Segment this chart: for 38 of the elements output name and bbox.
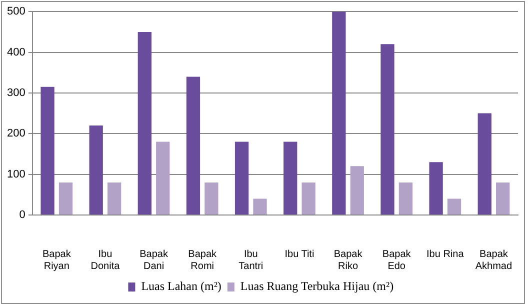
x-tick-label: Ibu Tantri <box>238 248 264 272</box>
bar <box>138 32 152 214</box>
legend-label: Luas Lahan (m²) <box>141 279 222 294</box>
bar <box>496 182 510 214</box>
bar <box>380 44 394 214</box>
bar <box>89 126 103 214</box>
bar <box>156 142 170 214</box>
bar <box>204 182 218 214</box>
bar <box>253 198 267 214</box>
legend-label: Luas Ruang Terbuka Hijau (m²) <box>240 279 394 294</box>
bar <box>40 86 54 214</box>
bar <box>186 76 200 214</box>
y-tick-label: 400 <box>6 46 26 58</box>
bar <box>107 182 122 214</box>
x-tick-label: Bapak Riyan <box>42 248 72 272</box>
bar <box>429 162 443 214</box>
bar <box>234 142 249 214</box>
x-tick-label: Bapak Romi <box>188 248 218 272</box>
x-tick-label: Bapak Akhmad <box>475 248 512 272</box>
y-tick-label: 500 <box>6 6 26 18</box>
y-tick-label: 300 <box>6 86 26 99</box>
bar <box>58 182 73 214</box>
bar <box>284 142 298 214</box>
y-tick-label: 100 <box>6 168 26 180</box>
bar <box>350 166 364 214</box>
y-tick-label: 0 <box>19 209 26 222</box>
bar <box>447 198 462 214</box>
bar <box>332 12 346 214</box>
bar <box>478 113 492 214</box>
x-tick-label: Ibu Rina <box>426 248 464 260</box>
x-tick-label: Bapak Dani <box>140 248 169 272</box>
x-tick-label: Ibu Donita <box>90 248 120 272</box>
bar <box>398 182 413 214</box>
x-tick-label: Bapak Riko <box>334 248 364 272</box>
bar <box>302 182 316 214</box>
x-tick-label: Ibu Titi <box>284 248 314 260</box>
y-tick-label: 200 <box>6 128 26 140</box>
x-tick-label: Bapak Edo <box>382 248 412 272</box>
